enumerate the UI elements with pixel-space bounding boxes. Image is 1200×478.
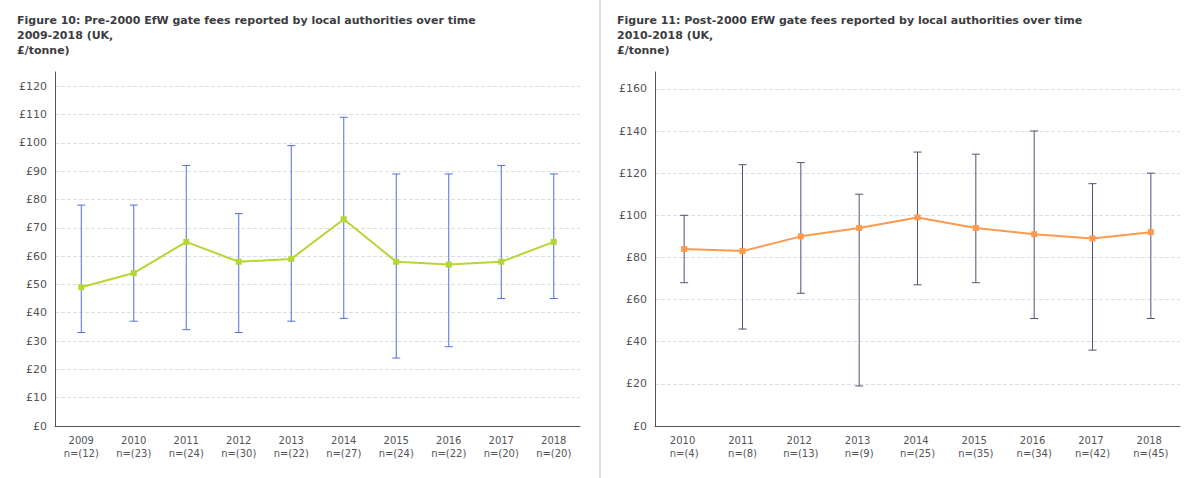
svg-text:£20: £20 <box>626 377 647 390</box>
svg-text:n=(45): n=(45) <box>1133 448 1168 459</box>
svg-text:£160: £160 <box>619 82 647 95</box>
svg-text:2009: 2009 <box>69 435 94 446</box>
svg-text:2015: 2015 <box>962 435 991 446</box>
svg-text:n=(9): n=(9) <box>845 448 874 459</box>
svg-text:n=(23): n=(23) <box>116 448 151 459</box>
svg-text:£30: £30 <box>26 335 47 348</box>
svg-text:£/tonne): £/tonne) <box>17 44 70 57</box>
svg-text:2011: 2011 <box>728 435 757 446</box>
svg-text:£60: £60 <box>626 293 647 306</box>
svg-text:n=(12): n=(12) <box>64 448 99 459</box>
svg-text:2009-2018 (UK,: 2009-2018 (UK, <box>17 29 113 42</box>
svg-text:2015: 2015 <box>384 435 409 446</box>
svg-text:2011: 2011 <box>174 435 199 446</box>
svg-text:n=(8): n=(8) <box>728 448 757 459</box>
svg-text:£140: £140 <box>619 125 647 138</box>
svg-text:2018: 2018 <box>541 435 566 446</box>
svg-text:2016: 2016 <box>436 435 461 446</box>
svg-text:2012: 2012 <box>226 435 251 446</box>
svg-text:n=(13): n=(13) <box>783 448 818 459</box>
svg-text:£80: £80 <box>26 193 47 206</box>
svg-text:£110: £110 <box>19 108 47 121</box>
svg-text:Figure 10: Pre-2000 EfW gate f: Figure 10: Pre-2000 EfW gate fees report… <box>17 14 479 27</box>
svg-text:2017: 2017 <box>489 435 514 446</box>
svg-text:2010: 2010 <box>670 435 699 446</box>
svg-text:n=(22): n=(22) <box>431 448 466 459</box>
svg-text:2013: 2013 <box>279 435 304 446</box>
svg-text:Figure 11: Post-2000 EfW gate: Figure 11: Post-2000 EfW gate fees repor… <box>617 14 1086 27</box>
svg-text:n=(27): n=(27) <box>326 448 361 459</box>
svg-text:2016: 2016 <box>1020 435 1049 446</box>
svg-text:n=(30): n=(30) <box>221 448 256 459</box>
svg-text:£120: £120 <box>19 80 47 93</box>
svg-text:£70: £70 <box>26 221 47 234</box>
svg-text:n=(20): n=(20) <box>484 448 519 459</box>
svg-text:n=(42): n=(42) <box>1075 448 1110 459</box>
svg-text:£90: £90 <box>26 165 47 178</box>
svg-text:£120: £120 <box>619 167 647 180</box>
svg-text:£0: £0 <box>633 420 647 433</box>
svg-text:£/tonne): £/tonne) <box>617 44 670 57</box>
svg-text:n=(24): n=(24) <box>379 448 414 459</box>
svg-text:n=(35): n=(35) <box>958 448 993 459</box>
svg-text:n=(24): n=(24) <box>169 448 204 459</box>
svg-text:2010-2018 (UK,: 2010-2018 (UK, <box>617 29 713 42</box>
svg-text:£60: £60 <box>26 250 47 263</box>
svg-text:n=(25): n=(25) <box>900 448 935 459</box>
svg-text:2018: 2018 <box>1137 435 1166 446</box>
svg-text:2017: 2017 <box>1078 435 1107 446</box>
svg-text:2010: 2010 <box>121 435 146 446</box>
svg-text:£40: £40 <box>626 335 647 348</box>
svg-text:£10: £10 <box>26 391 47 404</box>
svg-text:n=(20): n=(20) <box>536 448 571 459</box>
svg-text:n=(4): n=(4) <box>670 448 699 459</box>
svg-text:£0: £0 <box>33 420 47 433</box>
svg-text:2013: 2013 <box>845 435 874 446</box>
svg-text:£20: £20 <box>26 363 47 376</box>
svg-text:£100: £100 <box>619 209 647 222</box>
svg-text:n=(34): n=(34) <box>1017 448 1052 459</box>
svg-text:£100: £100 <box>19 136 47 149</box>
svg-text:£50: £50 <box>26 278 47 291</box>
svg-text:2014: 2014 <box>331 435 356 446</box>
svg-text:£40: £40 <box>26 306 47 319</box>
svg-text:£80: £80 <box>626 251 647 264</box>
svg-text:2012: 2012 <box>787 435 816 446</box>
svg-text:n=(22): n=(22) <box>274 448 309 459</box>
svg-text:2014: 2014 <box>903 435 932 446</box>
